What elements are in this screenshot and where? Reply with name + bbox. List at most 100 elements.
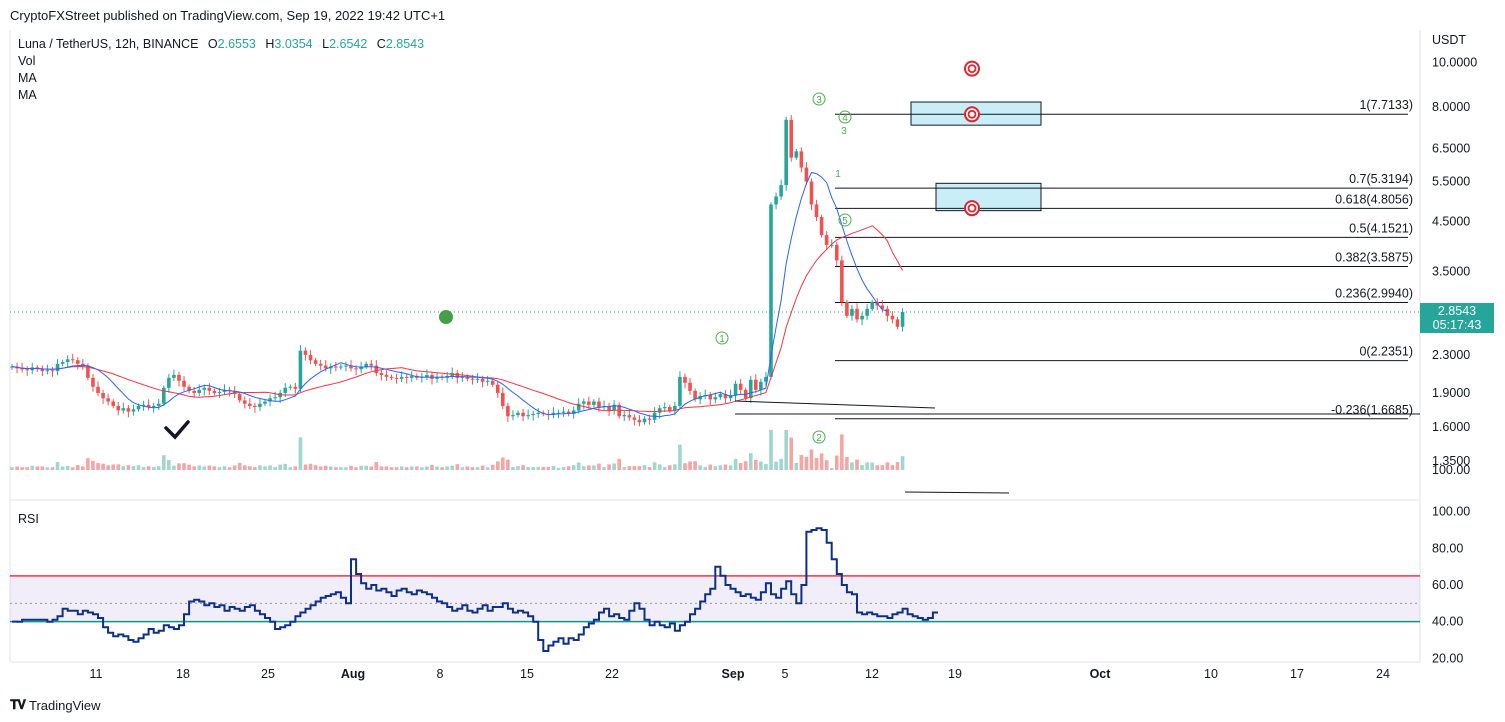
- low-label: L: [322, 37, 330, 51]
- checkmark-icon: [164, 420, 190, 440]
- tradingview-logo[interactable]: 𝐓𝐕 TradingView: [10, 697, 101, 713]
- candle-body: [334, 366, 338, 368]
- candle-body: [389, 376, 394, 378]
- candle-body: [900, 311, 905, 327]
- volume-bar: [571, 465, 576, 470]
- candle-body: [192, 390, 196, 393]
- volume-bar: [754, 459, 758, 470]
- volume-bar: [455, 464, 460, 470]
- candle-body: [511, 415, 515, 417]
- volume-bar: [384, 466, 389, 470]
- fib-level-label: 0.382(3.5875): [1335, 251, 1413, 265]
- high-label: H: [265, 37, 275, 51]
- candle-body: [202, 387, 207, 390]
- volume-bar: [263, 466, 267, 470]
- tradingview-brand: TradingView: [29, 697, 101, 713]
- time-tick-label: 19: [948, 667, 962, 681]
- price-tick-label: 10.0000: [1432, 56, 1477, 70]
- volume-bar: [566, 466, 571, 470]
- volume-bar: [657, 464, 662, 470]
- candle-body: [323, 365, 328, 369]
- candle-body: [759, 381, 763, 390]
- volume-bar: [420, 467, 424, 470]
- wave-label-text: 5: [842, 216, 848, 227]
- wave-label-circle: [838, 110, 852, 124]
- time-tick-label: 11: [90, 667, 103, 681]
- price-tick-label: 1.3500: [1432, 454, 1470, 468]
- candle-body: [612, 404, 616, 411]
- volume-bar: [364, 465, 368, 470]
- candle-body: [738, 383, 743, 390]
- volume-bar: [713, 466, 718, 470]
- candle-body: [268, 398, 272, 402]
- volume-bar: [389, 467, 394, 470]
- candle-body: [409, 375, 414, 378]
- volume-bar: [840, 434, 844, 470]
- volume-bar: [328, 466, 333, 470]
- time-tick-label: 10: [1204, 667, 1218, 681]
- candle-body: [789, 119, 794, 158]
- candle-body: [592, 401, 596, 405]
- volume-bar: [900, 456, 905, 470]
- candle-body: [263, 401, 267, 404]
- candle-body: [779, 185, 783, 197]
- volume-bar: [703, 467, 708, 470]
- candle-body: [288, 386, 293, 388]
- candle-body: [384, 374, 389, 377]
- volume-bar: [308, 463, 313, 470]
- ma-indicator-label[interactable]: MA: [18, 71, 37, 85]
- volume-bar: [581, 466, 586, 470]
- candle-body: [470, 378, 475, 380]
- volume-bar: [556, 468, 561, 470]
- volume-bar: [86, 458, 90, 470]
- volume-bar: [318, 466, 323, 470]
- wave-label-circle: [812, 430, 826, 444]
- volume-bar: [172, 465, 176, 470]
- candle-body: [607, 405, 611, 411]
- volume-indicator-label[interactable]: Vol: [18, 54, 36, 68]
- candle-body: [75, 360, 80, 364]
- volume-bar: [415, 466, 419, 470]
- ma-indicator-label-2[interactable]: MA: [18, 88, 37, 102]
- volume-bar: [70, 467, 75, 470]
- candle-body: [369, 363, 374, 366]
- fib-level-label: 0.5(4.1521): [1349, 221, 1413, 235]
- candle-body: [693, 390, 697, 400]
- candle-body: [116, 405, 121, 411]
- candle-body: [834, 244, 839, 261]
- candle-body: [303, 350, 308, 355]
- publisher-line: CryptoFXStreet published on TradingView.…: [10, 8, 446, 23]
- symbol-legend-row[interactable]: Luna / TetherUS, 12h, BINANCE O2.6553 H3…: [18, 36, 430, 53]
- volume-bar: [612, 463, 616, 470]
- candle-body: [516, 412, 520, 416]
- candle-body: [895, 319, 900, 327]
- volume-bar: [106, 465, 110, 470]
- volume-bar: [546, 467, 551, 470]
- volume-bar: [399, 466, 404, 470]
- chart-annotations: 1 2 3 4 5 3 1: [164, 60, 1420, 494]
- volume-bar: [222, 466, 227, 470]
- target-icon-inner: [967, 203, 977, 213]
- candle-body: [162, 387, 166, 404]
- fib-level-label: 0.236(2.9940): [1335, 286, 1413, 300]
- candle-body: [10, 366, 14, 368]
- volume-bar: [35, 466, 40, 470]
- volume-bar: [642, 465, 647, 470]
- volume-bar: [708, 464, 713, 470]
- volume-bar: [237, 462, 242, 470]
- volume-bar: [359, 465, 363, 470]
- candle-body: [126, 408, 131, 412]
- candle-body: [293, 386, 298, 389]
- symbol-name[interactable]: Luna / TetherUS, 12h, BINANCE: [18, 37, 199, 51]
- candle-body: [809, 181, 814, 205]
- candle-body: [70, 359, 75, 361]
- candle-body: [521, 412, 525, 417]
- target-icon-inner: [967, 109, 977, 119]
- rsi-indicator-label[interactable]: RSI: [18, 512, 39, 526]
- price-axis-unit: USDT: [1432, 33, 1466, 47]
- volume-bar: [637, 466, 642, 470]
- volume-bar: [597, 463, 601, 470]
- candle-body: [156, 403, 161, 406]
- candle-body: [177, 374, 181, 381]
